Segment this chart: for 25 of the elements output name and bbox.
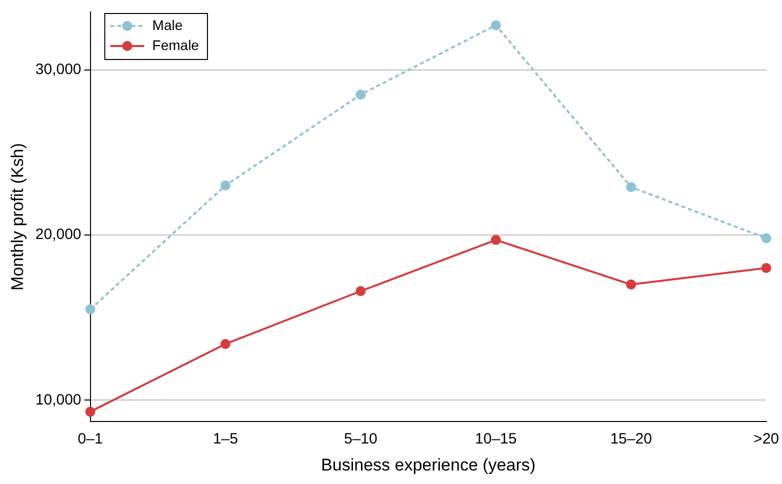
x-tick-label: >20 (754, 430, 780, 448)
point (220, 180, 230, 190)
point (85, 304, 96, 314)
x-tick-label: 0–1 (78, 430, 103, 448)
y-tick-label: 20,000 (35, 226, 82, 244)
point (626, 182, 636, 192)
point (490, 234, 501, 245)
legend-label: Male (152, 16, 183, 33)
y-tick-label: 10,000 (35, 391, 82, 408)
point (490, 20, 501, 30)
x-tick-label: 5–10 (344, 430, 378, 448)
x-axis-title: Business experience (years) (321, 455, 536, 474)
legend-label: Female (152, 36, 200, 53)
point (220, 338, 230, 349)
y-axis-title: Monthly profit (Ksh) (8, 143, 27, 290)
point (626, 280, 636, 290)
point (761, 263, 772, 273)
x-tick-label: 1–5 (212, 430, 238, 448)
point (356, 90, 366, 100)
x-tick-label: 15–20 (610, 430, 652, 448)
x-tick-label: 10–15 (475, 430, 517, 448)
point (85, 406, 96, 417)
point (356, 286, 366, 296)
point (761, 233, 772, 244)
y-tick-label: 30,000 (35, 60, 82, 78)
